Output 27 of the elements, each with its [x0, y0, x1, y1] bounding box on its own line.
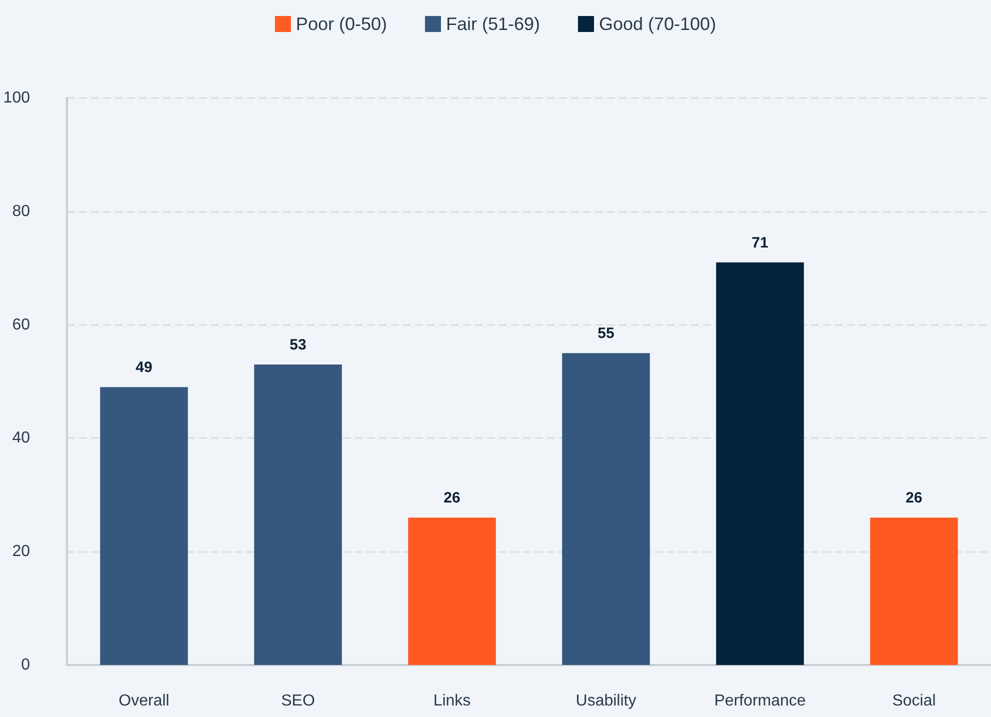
x-tick-label: SEO	[281, 692, 315, 710]
x-tick-label: Usability	[576, 692, 636, 710]
data-label: 55	[598, 325, 614, 342]
bar	[408, 518, 496, 665]
legend-label: Good (70-100)	[598, 14, 716, 34]
bar	[254, 364, 342, 665]
x-tick-label: Links	[433, 692, 471, 710]
data-label: 71	[752, 234, 768, 252]
bar	[100, 387, 188, 665]
y-tick-label: 40	[12, 430, 30, 447]
y-tick-label: 20	[12, 543, 30, 560]
legend-label: Fair (51-69)	[446, 14, 540, 34]
x-tick-label: Performance	[714, 692, 806, 710]
legend-label: Poor (0-50)	[296, 14, 387, 34]
bar	[716, 262, 804, 665]
data-label: 49	[136, 359, 152, 376]
data-label: 26	[906, 490, 922, 507]
y-tick-label: 100	[3, 90, 30, 106]
y-tick-label: 60	[12, 316, 30, 334]
bar	[562, 353, 650, 665]
y-tick-label: 0	[21, 656, 30, 674]
data-label: 26	[444, 490, 460, 507]
x-tick-label: Overall	[118, 692, 170, 710]
y-tick-label: 80	[12, 202, 30, 220]
x-tick-label: Social	[892, 692, 936, 710]
data-label: 53	[290, 336, 306, 354]
bar	[870, 518, 958, 665]
